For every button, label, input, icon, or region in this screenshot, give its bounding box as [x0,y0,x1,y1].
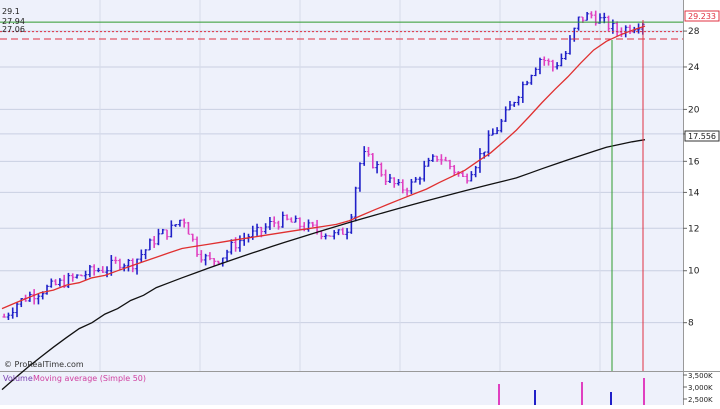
vertical-markers [611,20,644,371]
price-tag-top: 29.1 [2,7,20,16]
ma200-value: 17.556 [688,132,716,141]
price-tag-mid: 27.94 [2,17,25,26]
volume-panel-background [0,372,683,405]
volume-bar [643,378,645,405]
volume-bar [498,384,500,405]
ma200-badge: 17.556 [684,130,720,142]
volume-bar [610,392,612,405]
axis-tick-label: 28 [688,27,700,37]
axis-tick-label: 10 [688,267,700,277]
axis-tick-label: 8 [688,319,694,329]
fast-moving-average-line [1,25,646,310]
axis-tick-label: 20 [688,105,700,115]
axis-tick-label: 16 [688,157,700,167]
axis-tick-label: 14 [688,188,700,198]
last-price-badge: 29.233 [684,10,720,22]
volume-bar [581,382,583,405]
volume-axis-tick-label: 3,000K [688,384,713,392]
volume-axis-tick-label: 3,500K [688,372,713,380]
moving-average-lines [1,25,646,391]
axis-tick-label: 24 [688,63,700,73]
volume-ma-legend-label: Moving average (Simple 50) [33,374,146,383]
axis-tick-label: 12 [688,224,699,234]
volume-legend-label: Volume [3,374,33,383]
volume-axis: 3,500K 3,000K 2,500K [683,372,713,404]
watermark-text: © ProRealTime.com [4,360,84,369]
price-panel-background [0,0,683,371]
horizontal-levels [0,21,683,40]
last-price-value: 29.233 [688,12,716,21]
volume-bar [534,390,536,405]
price-grid [0,0,683,371]
slow-moving-average-line [1,139,646,391]
volume-axis-tick-label: 2,500K [688,396,713,404]
right-axis-panel [683,0,720,405]
volume-bars [498,378,645,405]
price-tag-low: 27.06 [2,25,25,34]
